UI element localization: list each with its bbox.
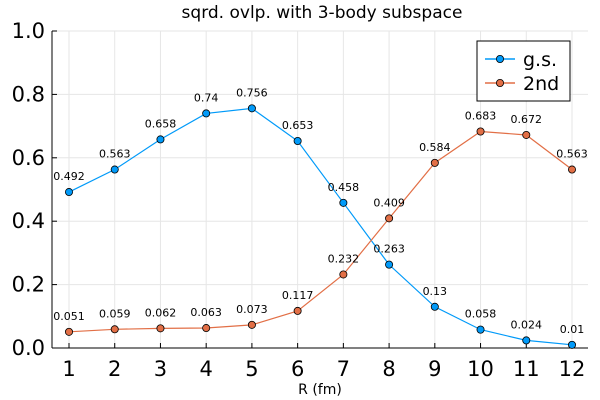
x-tick-label: 6 [291, 357, 304, 381]
data-label: 0.683 [465, 109, 497, 122]
data-point [476, 325, 485, 334]
data-label: 0.117 [282, 289, 314, 302]
data-point [156, 135, 165, 144]
x-tick-label: 3 [154, 357, 167, 381]
data-label: 0.063 [190, 306, 222, 319]
data-label: 0.01 [560, 323, 585, 336]
series-line-2 [68, 130, 573, 333]
data-point [385, 260, 394, 269]
chart-title: sqrd. ovlp. with 3-body subspace [182, 3, 463, 23]
data-label: 0.492 [53, 170, 85, 183]
data-point [568, 165, 577, 174]
data-label: 0.051 [53, 310, 85, 323]
y-tick-label: 0.6 [12, 146, 45, 170]
data-label: 0.458 [328, 181, 360, 194]
data-point [293, 306, 302, 315]
data-label: 0.74 [194, 91, 219, 104]
data-point [568, 340, 577, 349]
data-point [293, 136, 302, 145]
y-tick-label: 0.2 [12, 273, 45, 297]
x-tick-label: 11 [513, 357, 540, 381]
y-tick-label: 1.0 [12, 19, 45, 43]
x-tick-label: 8 [382, 357, 395, 381]
data-label: 0.653 [282, 119, 314, 132]
x-tick-label: 1 [62, 357, 75, 381]
data-point [522, 336, 531, 345]
legend-box [476, 40, 571, 102]
legend: g.s.2nd [476, 40, 571, 102]
data-point [522, 130, 531, 139]
data-point [385, 214, 394, 223]
data-point [247, 104, 256, 113]
y-tick-label: 0.8 [12, 82, 45, 106]
data-point [65, 327, 74, 336]
x-tick-label: 5 [245, 357, 258, 381]
data-point [202, 109, 211, 118]
y-tick-label: 0.0 [12, 336, 45, 360]
data-point [110, 165, 119, 174]
x-tick-label: 7 [337, 357, 350, 381]
legend-swatch-marker [495, 79, 504, 88]
data-label: 0.263 [373, 243, 405, 256]
data-label: 0.584 [419, 141, 451, 154]
data-label: 0.232 [328, 252, 360, 265]
data-point [65, 188, 74, 197]
data-point [247, 320, 256, 329]
data-point [110, 325, 119, 334]
data-label: 0.073 [236, 303, 268, 316]
x-tick-label: 4 [199, 357, 212, 381]
data-point [339, 198, 348, 207]
data-label: 0.409 [373, 196, 405, 209]
data-label: 0.563 [556, 148, 588, 161]
data-label: 0.672 [511, 113, 543, 126]
x-tick-label: 2 [108, 357, 121, 381]
x-tick-label: 10 [467, 357, 494, 381]
data-point [202, 324, 211, 333]
x-tick-label: 12 [559, 357, 586, 381]
legend-swatch-marker [495, 55, 504, 64]
data-point [339, 270, 348, 279]
data-label: 0.059 [99, 307, 131, 320]
data-labels: 0.492 0.563 0.658 0.74 0.756 0.653 0.458 0.263 0… [53, 86, 588, 335]
x-tick-label: 9 [428, 357, 441, 381]
data-label: 0.13 [423, 285, 448, 298]
data-label: 0.658 [145, 117, 177, 130]
data-label: 0.024 [511, 318, 543, 331]
data-point [430, 302, 439, 311]
legend-label: 2nd [523, 73, 559, 95]
data-label: 0.563 [99, 148, 131, 161]
data-point [156, 324, 165, 333]
series-line-1 [68, 107, 573, 346]
y-tick-label: 0.4 [12, 209, 45, 233]
series-layer [65, 104, 577, 349]
data-label: 0.058 [465, 308, 497, 321]
data-point [430, 158, 439, 167]
x-axis-label: R (fm) [298, 382, 342, 398]
data-point [476, 127, 485, 136]
data-label: 0.062 [145, 306, 177, 319]
legend-label: g.s. [523, 49, 557, 71]
data-label: 0.756 [236, 86, 268, 99]
axes: 1 2 3 4 5 6 7 8 9 10 11 120.00.20.40.60.81.0 [12, 19, 588, 381]
